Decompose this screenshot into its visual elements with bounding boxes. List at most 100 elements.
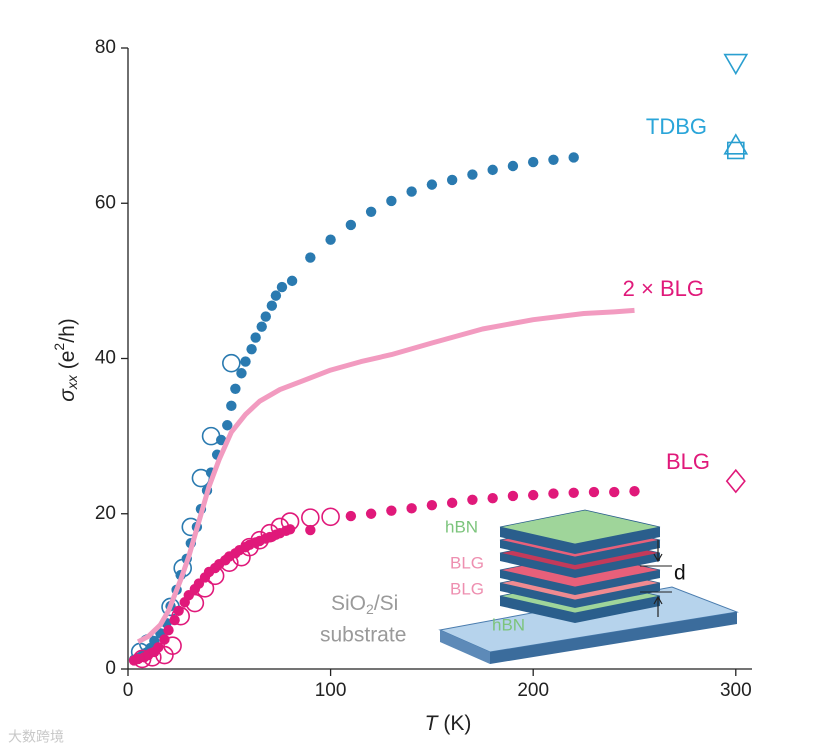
- point: [256, 321, 267, 332]
- inset-layer: [500, 540, 575, 565]
- y-tick-label: 60: [95, 192, 116, 213]
- inset-layer: [500, 553, 575, 578]
- inset-label: SiO: [331, 592, 366, 615]
- x-tick-label: 200: [517, 680, 549, 701]
- point: [163, 636, 182, 656]
- x-axis-label: (K): [438, 712, 472, 735]
- point: [266, 300, 278, 311]
- annotation: TDBG: [646, 114, 707, 139]
- substrate-front: [490, 612, 737, 664]
- y-axis-label: (e: [56, 351, 79, 376]
- point: [725, 468, 746, 494]
- point: [276, 281, 288, 293]
- point: [240, 537, 259, 557]
- y-tick-label: 80: [95, 37, 116, 58]
- inset-label: SiO2/Si: [331, 592, 398, 617]
- inset-arrow: [653, 595, 663, 617]
- x-axis-label: T: [425, 712, 440, 735]
- point: [230, 383, 241, 394]
- substrate-side: [440, 630, 490, 664]
- point: [321, 507, 340, 527]
- y-tick-label: 0: [105, 658, 116, 679]
- point: [222, 420, 233, 431]
- point: [260, 523, 280, 543]
- y-axis-label: /h): [56, 318, 79, 343]
- point: [226, 400, 237, 412]
- watermark: 大数跨境: [8, 729, 64, 745]
- point: [507, 160, 519, 172]
- point: [260, 311, 271, 322]
- point: [240, 356, 251, 367]
- point: [301, 508, 320, 527]
- inset-diagram: [438, 509, 739, 664]
- point: [159, 634, 170, 645]
- y-axis-label: 2: [51, 343, 67, 351]
- annotation: 2 × BLG: [623, 276, 704, 301]
- point: [588, 486, 600, 498]
- point: [222, 353, 241, 373]
- x-tick-label: 100: [315, 680, 347, 701]
- x-tick-label: 0: [123, 680, 134, 701]
- point: [406, 503, 417, 514]
- point: [527, 156, 539, 168]
- point: [236, 368, 247, 379]
- point: [426, 500, 438, 511]
- inset-label: BLG: [450, 553, 484, 572]
- inset-layer: [500, 583, 575, 608]
- point: [191, 468, 211, 488]
- point: [325, 234, 336, 245]
- point: [726, 141, 745, 160]
- inset-layer: [575, 583, 660, 608]
- point: [280, 512, 300, 531]
- y-tick-label: 40: [95, 348, 116, 369]
- inset-label: hBN: [492, 615, 525, 634]
- y-tick-label: 20: [95, 503, 116, 524]
- inset-label: substrate: [320, 624, 406, 647]
- inset-layer: [575, 553, 660, 578]
- point: [143, 648, 162, 667]
- point: [548, 488, 559, 499]
- point: [345, 219, 357, 231]
- point: [386, 505, 397, 516]
- point: [609, 486, 620, 498]
- point: [270, 517, 290, 537]
- line: [136, 307, 635, 645]
- point: [163, 624, 174, 636]
- inset-layer: [575, 596, 660, 623]
- point: [270, 290, 282, 301]
- point: [132, 649, 152, 669]
- point: [446, 174, 458, 186]
- point: [406, 186, 417, 197]
- point: [446, 497, 458, 509]
- point: [507, 490, 519, 502]
- point: [568, 152, 579, 163]
- point: [467, 169, 478, 180]
- point: [345, 510, 357, 522]
- inset-label: d: [674, 562, 686, 585]
- inset-layer: [500, 570, 575, 595]
- annotation: BLG: [666, 449, 710, 474]
- point: [246, 343, 257, 355]
- point: [467, 494, 478, 505]
- point: [426, 179, 438, 190]
- point: [365, 508, 377, 519]
- point: [723, 53, 749, 76]
- y-axis-label: xx: [64, 374, 80, 390]
- x-axis-label: T (K): [425, 712, 472, 735]
- inset-layer: [500, 527, 575, 554]
- inset-label: hBN: [445, 517, 478, 536]
- point: [629, 486, 640, 497]
- point: [171, 606, 190, 626]
- point: [305, 524, 316, 536]
- point: [185, 593, 205, 613]
- point: [527, 489, 539, 501]
- inset-label: /Si: [374, 592, 399, 615]
- inset-label: BLG: [450, 579, 484, 598]
- point: [195, 578, 215, 598]
- inset-label: 2: [366, 601, 374, 617]
- point: [723, 133, 749, 155]
- point: [219, 553, 239, 572]
- point: [201, 426, 221, 446]
- point: [205, 566, 225, 586]
